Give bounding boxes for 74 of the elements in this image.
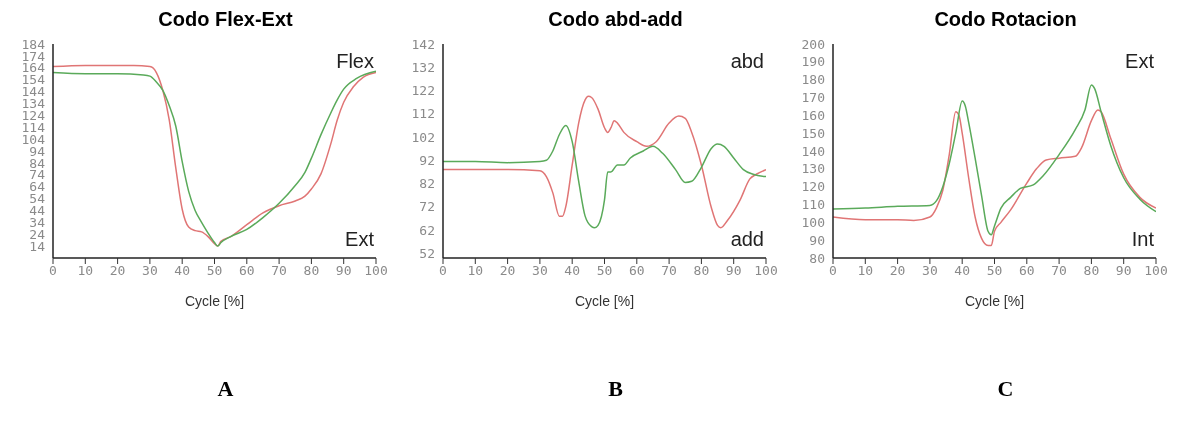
y-tick-label: 150 — [801, 125, 825, 141]
x-tick-label: 40 — [954, 263, 971, 279]
y-tick-label: 120 — [801, 179, 825, 195]
y-tick-label: 160 — [801, 107, 825, 123]
y-tick-label: 130 — [801, 161, 825, 177]
y-tick-label: 132 — [411, 59, 435, 75]
y-tick-label: 200 — [801, 36, 825, 52]
x-tick-label: 80 — [693, 263, 710, 279]
annotation: Flex — [336, 50, 374, 73]
annotation: Ext — [345, 228, 374, 251]
y-tick-label: 112 — [411, 106, 435, 122]
x-tick-label: 60 — [628, 263, 645, 279]
x-tick-label: 40 — [564, 263, 581, 279]
x-tick-label: 0 — [439, 263, 447, 279]
y-tick-label: 52 — [419, 245, 435, 261]
x-tick-label: 100 — [364, 263, 388, 279]
y-tick-label: 170 — [801, 90, 825, 106]
text: B — [607, 376, 624, 402]
x-tick-label: 50 — [206, 263, 223, 279]
x-tick-label: 50 — [986, 263, 1003, 279]
x-tick-label: 20 — [109, 263, 126, 279]
x-axis-title: Cycle [%] — [964, 293, 1025, 309]
annotation: Ext — [1125, 50, 1154, 73]
x-axis-title: Cycle [%] — [184, 293, 245, 309]
chart-title: Codo abd-add — [547, 8, 684, 32]
x-tick-label: 100 — [754, 263, 778, 279]
annotation: Int — [1131, 228, 1154, 251]
x-tick-label: 70 — [271, 263, 287, 279]
x-tick-label: 100 — [1144, 263, 1168, 279]
x-tick-label: 60 — [238, 263, 255, 279]
text: C — [996, 376, 1015, 402]
y-tick-label: 62 — [419, 222, 435, 238]
x-tick-label: 30 — [922, 263, 938, 279]
y-tick-label: 190 — [801, 54, 825, 70]
x-tick-label: 90 — [1115, 263, 1132, 279]
x-tick-label: 30 — [532, 263, 548, 279]
y-tick-label: 122 — [411, 83, 435, 99]
y-tick-label: 92 — [419, 152, 435, 168]
x-tick-label: 10 — [857, 263, 874, 279]
y-tick-label: 100 — [801, 214, 825, 230]
x-tick-label: 30 — [142, 263, 158, 279]
y-tick-label: 80 — [809, 250, 825, 266]
x-tick-label: 20 — [889, 263, 906, 279]
y-tick-label: 102 — [411, 129, 435, 145]
x-tick-label: 60 — [1018, 263, 1035, 279]
x-tick-label: 80 — [1083, 263, 1100, 279]
x-tick-label: 20 — [499, 263, 516, 279]
x-tick-label: 40 — [174, 263, 191, 279]
y-tick-label: 142 — [411, 36, 435, 52]
x-tick-label: 90 — [725, 263, 742, 279]
x-tick-label: 10 — [467, 263, 484, 279]
y-tick-label: 82 — [419, 176, 435, 192]
x-tick-label: 80 — [303, 263, 320, 279]
x-tick-label: 50 — [596, 263, 613, 279]
x-tick-label: 0 — [49, 263, 57, 279]
y-tick-label: 110 — [801, 197, 825, 213]
y-tick-label: 140 — [801, 143, 825, 159]
annotation: abd — [730, 50, 764, 73]
line-series — [443, 124, 766, 229]
x-tick-label: 70 — [661, 263, 677, 279]
text: A — [216, 376, 235, 402]
line-series — [443, 95, 766, 229]
chart-title: Codo Flex-Ext — [157, 8, 294, 32]
y-tick-label: 72 — [419, 199, 435, 215]
line-series — [833, 109, 1156, 247]
x-tick-label: 10 — [77, 263, 94, 279]
annotation: add — [730, 228, 764, 251]
y-tick-label: 180 — [801, 72, 825, 88]
chart-title: Codo Rotacion — [933, 8, 1078, 32]
x-tick-label: 70 — [1051, 263, 1067, 279]
y-tick-label: 90 — [809, 232, 825, 248]
x-axis-title: Cycle [%] — [574, 293, 635, 309]
x-tick-label: 90 — [335, 263, 352, 279]
x-tick-label: 0 — [829, 263, 837, 279]
